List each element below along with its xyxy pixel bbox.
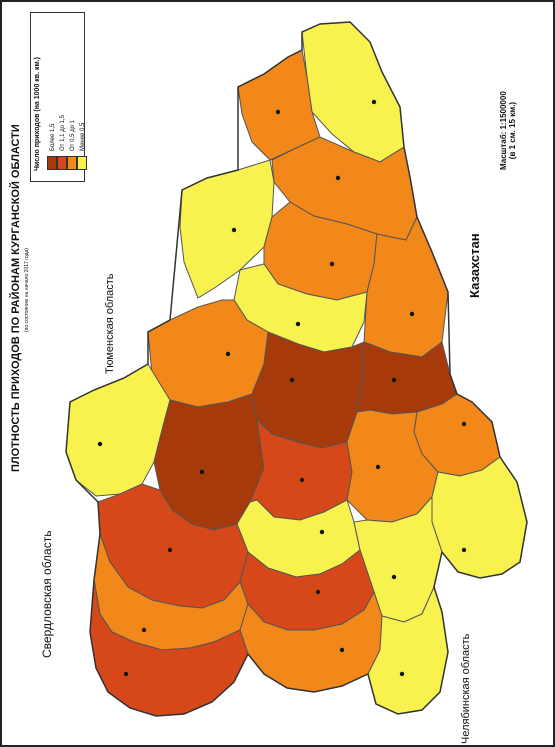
town-marker bbox=[391, 377, 397, 383]
town-marker bbox=[461, 421, 467, 427]
town-marker bbox=[319, 529, 325, 535]
town-marker bbox=[409, 311, 415, 317]
town-marker bbox=[335, 175, 341, 181]
map-scale: Масштаб: 1:1500000 (в 1 см. 15 км.) bbox=[499, 91, 517, 170]
legend-title: Число приходов (на 1000 кв. км.) bbox=[34, 57, 41, 171]
neighbor-label-sverdlovsk: Свердловская область bbox=[40, 530, 54, 658]
scale-note: (в 1 см. 15 км.) bbox=[508, 102, 517, 160]
town-marker bbox=[225, 351, 231, 357]
region-outline bbox=[65, 21, 528, 717]
town-marker bbox=[391, 574, 397, 580]
scale-ratio: Масштаб: 1:1500000 bbox=[499, 91, 508, 170]
town-marker bbox=[141, 627, 147, 633]
legend-label-more-1-5: Более 1,5 bbox=[50, 123, 56, 151]
town-marker bbox=[339, 647, 345, 653]
district-shatrovo bbox=[65, 363, 171, 497]
town-marker bbox=[199, 469, 205, 475]
town-marker bbox=[461, 547, 467, 553]
town-marker bbox=[275, 109, 281, 115]
map-subtitle: (по состоянию на начало 2017 года) bbox=[24, 248, 30, 332]
town-marker bbox=[299, 477, 305, 483]
town-marker bbox=[315, 589, 321, 595]
town-marker bbox=[231, 227, 237, 233]
town-marker bbox=[399, 671, 405, 677]
map-title: ПЛОТНОСТЬ ПРИХОДОВ ПО РАЙОНАМ КУРГАНСКОЙ… bbox=[10, 124, 22, 472]
town-marker bbox=[123, 671, 129, 677]
legend-label-0-5-to-1: От 0,5 до 1 bbox=[70, 120, 76, 151]
town-marker bbox=[97, 441, 103, 447]
legend-swatch-less-0-5 bbox=[77, 156, 87, 170]
town-marker bbox=[375, 464, 381, 470]
legend-swatch-more-1-5 bbox=[47, 156, 57, 170]
legend: Число приходов (на 1000 кв. км.) Более 1… bbox=[30, 12, 87, 182]
legend-label-less-0-5: Менее 0,5 bbox=[80, 122, 86, 151]
town-marker bbox=[329, 261, 335, 267]
legend-label-1-1-to-1-5: От 1,1 до 1,5 bbox=[60, 115, 66, 151]
neighbor-label-tyumen: Тюменская область bbox=[104, 273, 116, 374]
neighbor-label-chelyabinsk: Челябинская область bbox=[460, 633, 472, 744]
town-marker bbox=[289, 377, 295, 383]
town-marker bbox=[371, 99, 377, 105]
legend-swatch-0-5-to-1 bbox=[67, 156, 77, 170]
legend-swatch-1-1-to-1-5 bbox=[57, 156, 67, 170]
town-marker bbox=[295, 321, 301, 327]
neighbor-label-kazakhstan: Казахстан bbox=[467, 233, 482, 298]
town-marker bbox=[167, 547, 173, 553]
